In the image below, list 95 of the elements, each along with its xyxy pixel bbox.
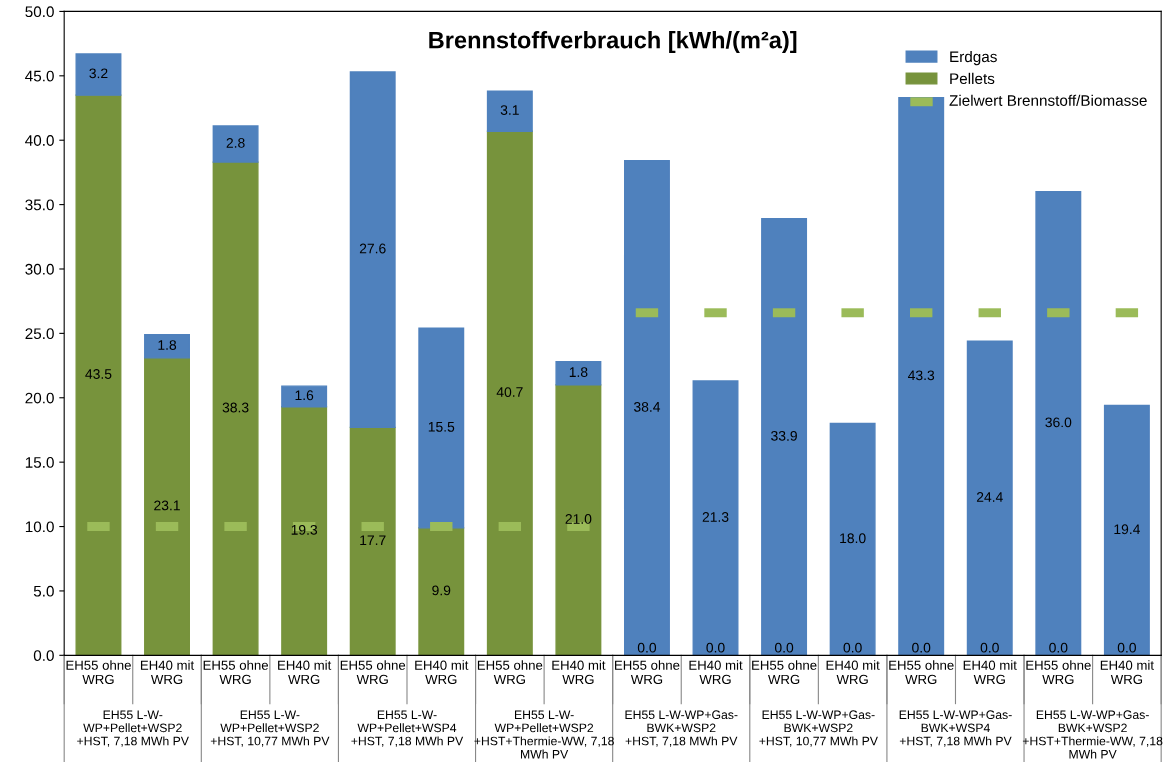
data-label: 3.1 bbox=[500, 105, 519, 115]
bar bbox=[623, 160, 670, 656]
data-label: 43.3 bbox=[908, 370, 935, 381]
y-tick-label: 5.0 bbox=[33, 585, 54, 597]
bar bbox=[418, 527, 465, 656]
bar bbox=[75, 94, 122, 656]
data-label: 1.6 bbox=[295, 390, 314, 401]
x-tick-label: EH40 mit WRG bbox=[1100, 660, 1154, 685]
bar bbox=[761, 218, 808, 656]
data-label: 33.9 bbox=[771, 430, 797, 441]
x-tick-label: EH40 mit WRG bbox=[689, 660, 743, 685]
bar bbox=[75, 53, 122, 96]
data-label: 24.4 bbox=[976, 492, 1003, 502]
bar bbox=[144, 357, 191, 656]
data-label: 0.0 bbox=[980, 642, 999, 653]
bar bbox=[349, 426, 396, 656]
x-tick-label: EH40 mit WRG bbox=[140, 660, 195, 685]
data-label: 0.0 bbox=[637, 642, 657, 653]
x-tick-label: EH55 ohne WRG bbox=[477, 660, 543, 685]
data-label: 0.0 bbox=[774, 642, 794, 653]
x-tick-label: EH55 ohne WRG bbox=[752, 660, 817, 685]
y-tick-label: 30.0 bbox=[25, 263, 54, 275]
bar bbox=[281, 385, 328, 408]
data-label: 1.8 bbox=[569, 367, 588, 378]
bar bbox=[281, 406, 328, 656]
y-tick-label: 40.0 bbox=[25, 135, 54, 146]
data-label: 27.6 bbox=[359, 243, 386, 254]
data-label: 38.3 bbox=[222, 402, 249, 413]
data-label: 0.0 bbox=[1049, 642, 1068, 653]
y-tick-label: 45.0 bbox=[25, 70, 54, 82]
data-label: 9.9 bbox=[432, 585, 451, 596]
bar bbox=[555, 361, 602, 386]
data-label: 38.4 bbox=[633, 401, 661, 412]
x-tick-label: EH40 mit WRG bbox=[963, 660, 1017, 685]
data-label: 19.4 bbox=[1114, 524, 1140, 535]
y-tick-label: 20.0 bbox=[25, 392, 54, 404]
bar bbox=[212, 125, 259, 163]
x-tick-label: EH55 ohne WRG bbox=[203, 660, 269, 685]
text: EH55 L-W-WP+Gas- BWK+WSP2 +HST, 10,77 MWh PV bbox=[759, 710, 878, 747]
data-label: 0.0 bbox=[843, 642, 862, 653]
data-label: 21.3 bbox=[702, 512, 729, 522]
data-label: 15.5 bbox=[428, 422, 455, 432]
data-label: 17.7 bbox=[360, 535, 386, 545]
x-tick-label: EH40 mit WRG bbox=[552, 660, 606, 685]
y-tick-label: 50.0 bbox=[25, 6, 54, 18]
text: EH55 L-W- WP+Pellet+WSP2 +HST, 7,18 MWh PV bbox=[77, 710, 189, 747]
text: EH55 L-W-WP+Gas- BWK+WSP2 +HST, 7,18 MWh PV bbox=[625, 710, 738, 747]
bar bbox=[1035, 191, 1082, 656]
x-tick-label: EH55 ohne WRG bbox=[889, 660, 954, 685]
data-label: 23.1 bbox=[154, 500, 180, 511]
x-tick-label: EH55 ohne WRG bbox=[615, 660, 680, 685]
text: EH55 L-W-WP+Gas- BWK+WSP2 +HST+Thermie-WW, 7,18 MWh PV bbox=[1022, 710, 1163, 759]
data-label: 3.2 bbox=[89, 68, 108, 79]
data-label: 36.0 bbox=[1045, 417, 1072, 428]
data-label: 43.5 bbox=[85, 369, 112, 379]
legend-label: Pellets bbox=[950, 72, 995, 85]
text: Brennstoffverbrauch [kWh/(m²a)] bbox=[429, 31, 797, 54]
y-tick-label: 25.0 bbox=[25, 328, 54, 340]
bar bbox=[1103, 404, 1150, 656]
bar bbox=[486, 90, 533, 132]
text: EH55 L-W- WP+Pellet+WSP4 +HST, 7,18 MWh PV bbox=[351, 710, 464, 747]
bar bbox=[555, 384, 602, 656]
data-label: 19.3 bbox=[291, 524, 318, 535]
y-tick-label: 0.0 bbox=[33, 650, 54, 662]
data-label: 21.0 bbox=[565, 514, 592, 524]
text: EH55 L-W- WP+Pellet+WSP2 +HST+Thermie-WW, 7,18 MWh PV bbox=[474, 710, 614, 759]
data-label: 0.0 bbox=[1117, 642, 1136, 653]
text: EH55 L-W-WP+Gas- BWK+WSP4 +HST, 7,18 MWh PV bbox=[899, 710, 1012, 747]
x-tick-label: EH40 mit WRG bbox=[826, 660, 880, 685]
bar bbox=[966, 340, 1013, 656]
data-label: 18.0 bbox=[840, 533, 866, 544]
bar bbox=[349, 71, 396, 429]
y-tick-label: 15.0 bbox=[25, 457, 54, 468]
x-tick-label: EH40 mit WRG bbox=[415, 660, 469, 685]
bar bbox=[692, 380, 739, 656]
x-tick-label: EH55 ohne WRG bbox=[1026, 660, 1091, 685]
data-label: 0.0 bbox=[912, 642, 931, 653]
y-tick-label: 35.0 bbox=[25, 199, 54, 211]
data-label: 0.0 bbox=[706, 642, 725, 653]
legend-label: Zielwert Brennstoff/Biomasse bbox=[949, 94, 1147, 106]
bar bbox=[418, 327, 465, 529]
bar bbox=[486, 130, 533, 656]
data-label: 2.8 bbox=[226, 137, 245, 148]
data-label: 40.7 bbox=[496, 387, 523, 397]
x-tick-label: EH55 ohne WRG bbox=[66, 660, 131, 685]
x-tick-label: EH40 mit WRG bbox=[278, 660, 332, 685]
y-tick-label: 10.0 bbox=[25, 521, 54, 533]
bar bbox=[829, 422, 876, 656]
bar bbox=[898, 97, 945, 656]
x-tick-label: EH55 ohne WRG bbox=[340, 660, 406, 685]
data-label: 1.8 bbox=[158, 340, 177, 350]
bar bbox=[144, 333, 191, 359]
legend-label: Erdgas bbox=[950, 50, 997, 66]
text: EH55 L-W- WP+Pellet+WSP2 +HST, 10,77 MWh PV bbox=[210, 710, 330, 747]
bar bbox=[212, 161, 259, 656]
